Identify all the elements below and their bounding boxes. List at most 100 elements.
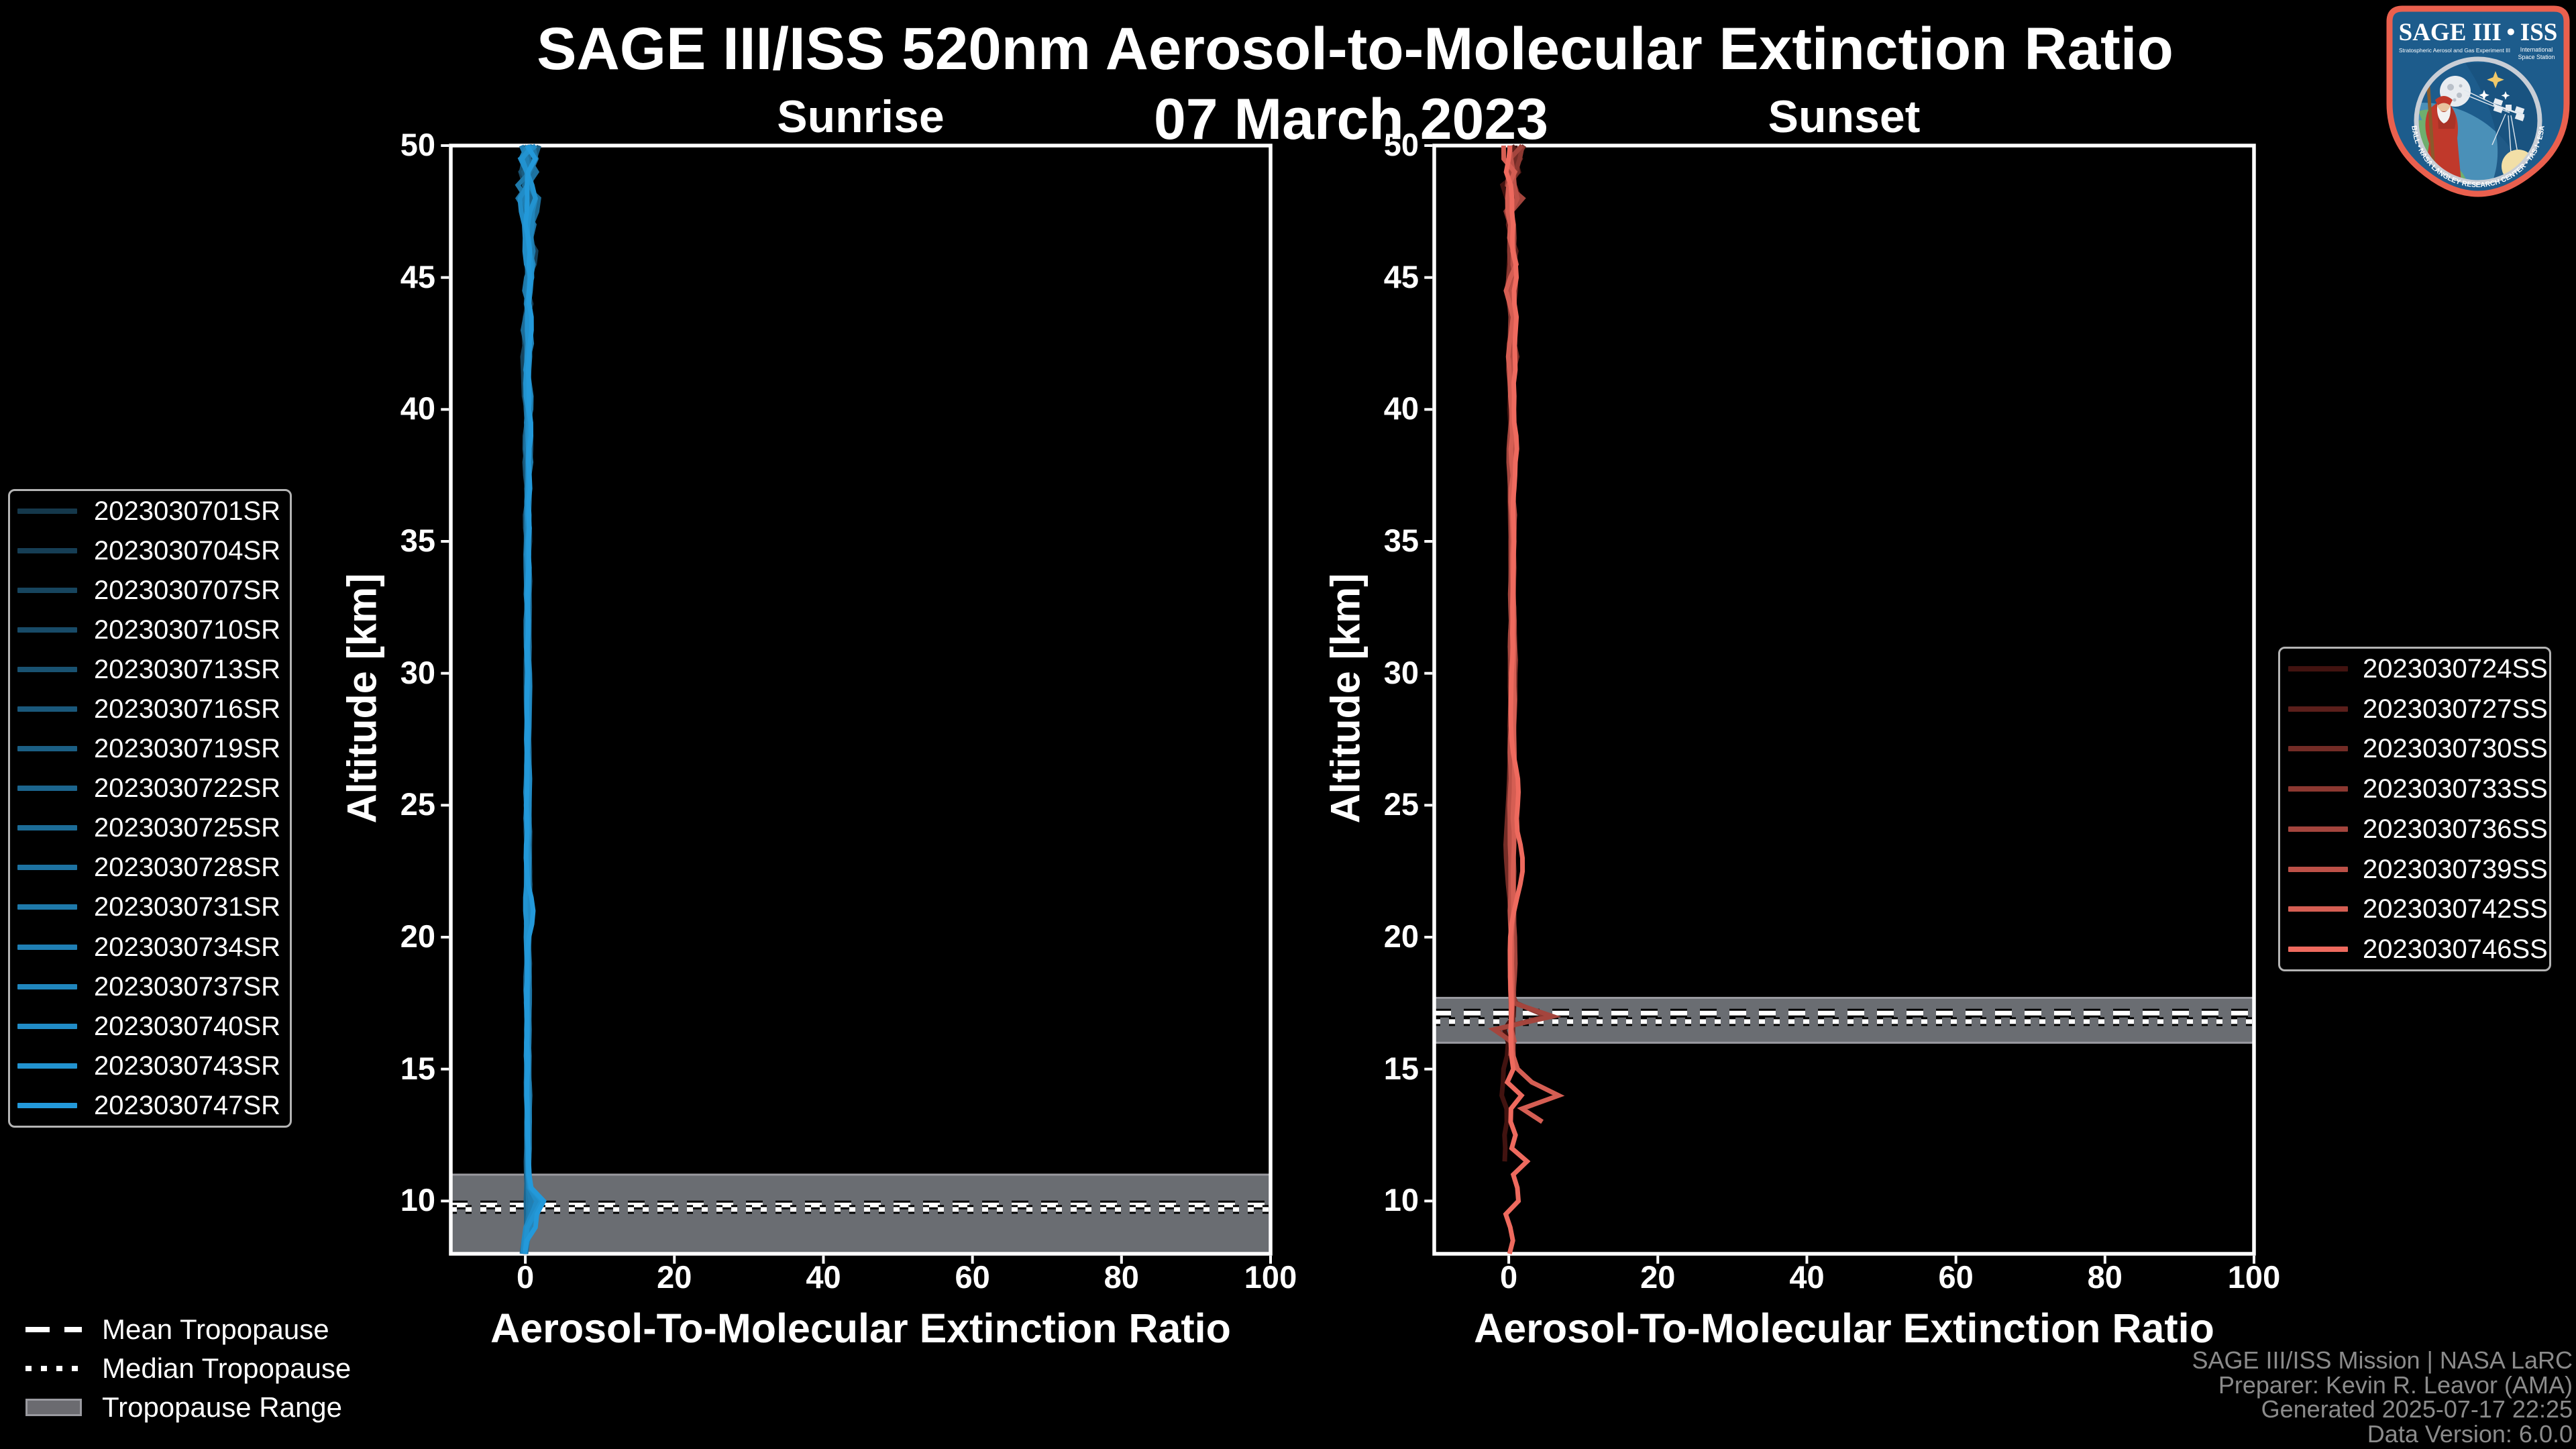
panel-title-sunset: Sunset: [1768, 91, 1921, 142]
footer-generated: Generated 2025-07-17 22:25: [2261, 1395, 2573, 1423]
legend-item-2023030743SR: 2023030743SR: [10, 1046, 290, 1085]
y-tick-label: 20: [400, 918, 435, 955]
tropopause-range-label: Tropopause Range: [102, 1391, 343, 1423]
legend-item-2023030710SR: 2023030710SR: [10, 610, 290, 649]
legend-swatch: [17, 706, 77, 712]
logo-stars: [2479, 71, 2510, 101]
legend-swatch: [17, 508, 77, 514]
legend-item-2023030733SS: 2023030733SS: [2280, 769, 2549, 809]
legend-label: 2023030739SS: [2363, 854, 2548, 884]
footer-version: Data Version: 6.0.0: [2367, 1419, 2573, 1448]
legend-label: 2023030727SS: [2363, 694, 2548, 724]
legend-swatch: [17, 786, 77, 792]
legend-swatch: [17, 1023, 77, 1029]
legend-swatch: [17, 746, 77, 752]
y-tick-label: 30: [1383, 654, 1419, 690]
legend-item-median-tropopause: Median Tropopause: [25, 1349, 351, 1388]
legend-item-2023030727SS: 2023030727SS: [2280, 689, 2549, 729]
legend-item-2023030724SS: 2023030724SS: [2280, 649, 2549, 689]
legend-swatch: [17, 904, 77, 910]
legend-label: 2023030722SR: [94, 773, 281, 804]
legend-item-2023030742SS: 2023030742SS: [2280, 890, 2549, 930]
x-tick-label: 100: [2227, 1258, 2281, 1295]
logo-subtitle-right-1: International: [2520, 46, 2553, 53]
y-tick-label: 40: [1383, 390, 1419, 427]
legend-label: 2023030737SR: [94, 971, 281, 1002]
tropopause-range-band: [451, 1175, 1271, 1254]
x-tick-label: 60: [1938, 1258, 1974, 1295]
legend-item-2023030739SS: 2023030739SS: [2280, 849, 2549, 890]
mean-tropopause-dashed-icon: [25, 1327, 82, 1332]
sunset-profiles: [1488, 144, 1565, 1254]
median-tropopause-label: Median Tropopause: [102, 1352, 352, 1384]
legend-label: 2023030730SS: [2363, 734, 2548, 764]
logo-subtitle-left: Stratospheric Aerosol and Gas Experiment…: [2399, 47, 2510, 54]
legend-item-2023030716SR: 2023030716SR: [10, 689, 290, 729]
legend-item-2023030746SS: 2023030746SS: [2280, 929, 2549, 969]
y-tick-label: 10: [1383, 1182, 1419, 1218]
legend-item-2023030747SR: 2023030747SR: [10, 1085, 290, 1125]
y-tick-label: 35: [400, 523, 435, 559]
y-tick-label: 50: [1383, 127, 1419, 163]
axes-spines: [1432, 144, 2256, 1256]
y-tick-label: 35: [1383, 523, 1419, 559]
tropopause-range-swatch: [25, 1399, 82, 1416]
legend-sunrise-events: 2023030701SR 2023030704SR 2023030707SR 2023…: [8, 489, 292, 1128]
legend-label: 2023030724SS: [2363, 653, 2548, 684]
y-tick-label: 10: [400, 1182, 435, 1218]
y-tick-label: 40: [400, 390, 435, 427]
mean-tropopause-label: Mean Tropopause: [102, 1313, 329, 1345]
legend-item-2023030725SR: 2023030725SR: [10, 808, 290, 848]
legend-label: 2023030728SR: [94, 853, 281, 883]
profile-2023030736SS: [1488, 144, 1562, 1057]
logo-title: SAGE III • ISS: [2399, 19, 2558, 46]
y-tick-label: 50: [400, 127, 435, 163]
legend-item-2023030701SR: 2023030701SR: [10, 491, 290, 531]
x-tick-label: 80: [2087, 1258, 2123, 1295]
logo-subtitle-right-2: Space Station: [2518, 54, 2555, 60]
y-tick-label: 30: [400, 654, 435, 690]
legend-item-2023030737SR: 2023030737SR: [10, 967, 290, 1006]
legend-sunset-events: 2023030724SS 2023030727SS 2023030730SS 2023…: [2278, 647, 2551, 971]
x-tick-label: 20: [657, 1258, 692, 1295]
legend-item-2023030730SS: 2023030730SS: [2280, 729, 2549, 769]
legend-label: 2023030743SR: [94, 1051, 281, 1081]
y-tick-label: 45: [1383, 258, 1419, 294]
legend-label: 2023030701SR: [94, 496, 281, 526]
legend-item-2023030731SR: 2023030731SR: [10, 888, 290, 927]
legend-swatch: [2288, 746, 2348, 752]
xlabel-sunset: Aerosol-To-Molecular Extinction Ratio: [1474, 1305, 2214, 1351]
ylabel-sunrise: Altitude [km]: [339, 573, 385, 824]
legend-swatch: [17, 666, 77, 672]
y-tick-label: 25: [400, 786, 435, 822]
logo-earth: [2416, 103, 2532, 182]
legend-swatch: [17, 944, 77, 950]
median-tropopause-dotted-icon: [25, 1366, 82, 1371]
legend-label: 2023030725SR: [94, 813, 281, 843]
page-title: SAGE III/ISS 520nm Aerosol-to-Molecular …: [537, 15, 2174, 82]
legend-label: 2023030710SR: [94, 614, 281, 645]
profile-2023030733SS: [1491, 145, 1554, 1057]
xlabel-sunrise: Aerosol-To-Molecular Extinction Ratio: [490, 1305, 1231, 1351]
legend-label: 2023030734SR: [94, 932, 281, 962]
legend-item-2023030736SS: 2023030736SS: [2280, 809, 2549, 849]
legend-swatch: [2288, 866, 2348, 872]
legend-swatch: [2288, 947, 2348, 953]
profile-2023030746SS: [1503, 145, 1531, 1254]
legend-label: 2023030707SR: [94, 575, 281, 605]
y-tick-label: 15: [400, 1050, 435, 1086]
legend-item-2023030707SR: 2023030707SR: [10, 570, 290, 610]
footer-preparer: Preparer: Kevin R. Leavor (AMA): [2218, 1371, 2573, 1399]
y-tick-label: 20: [1383, 918, 1419, 955]
legend-swatch: [2288, 906, 2348, 912]
legend-label: 2023030716SR: [94, 694, 281, 724]
legend-label: 2023030719SR: [94, 734, 281, 764]
legend-label: 2023030746SS: [2363, 934, 2548, 965]
legend-item-2023030719SR: 2023030719SR: [10, 729, 290, 769]
legend-item-2023030713SR: 2023030713SR: [10, 649, 290, 689]
x-tick-label: 20: [1640, 1258, 1676, 1295]
profile-2023030747SR: [522, 144, 547, 1254]
logo-circle-ring: [2414, 56, 2542, 185]
